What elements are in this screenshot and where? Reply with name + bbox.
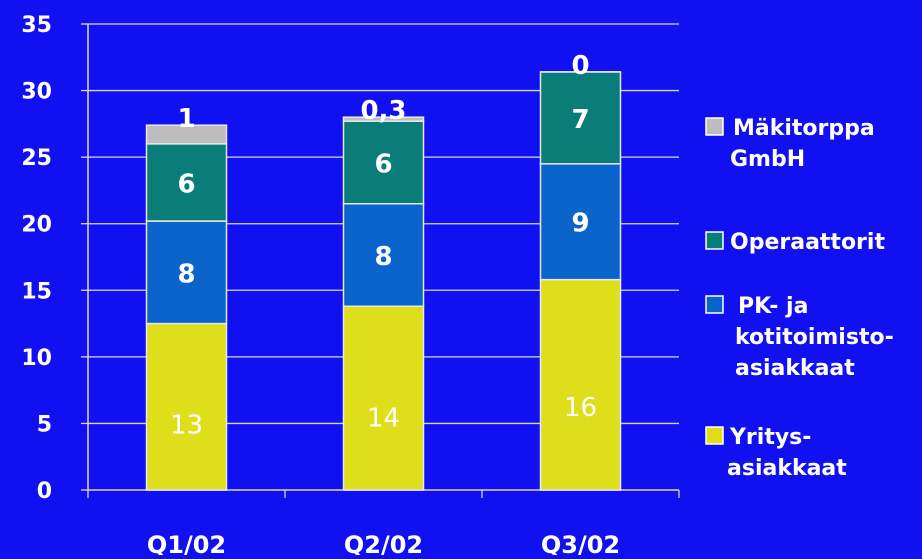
y-tick-label: 0 [37, 479, 52, 504]
bar-segment [539, 163, 622, 281]
data-label: 14 [367, 404, 400, 434]
data-label: 16 [564, 393, 597, 423]
legend-label: Yritys-asiakkaat [727, 425, 847, 481]
x-category-label: Q1/02 [147, 531, 226, 555]
bar-segment [539, 278, 622, 491]
bar-segment [342, 120, 425, 205]
y-tick-label: 15 [21, 279, 52, 304]
legend-swatch [705, 426, 724, 445]
y-tick-label: 30 [21, 80, 52, 105]
bar-segment [145, 143, 228, 222]
bars [145, 71, 622, 491]
legend-swatch [705, 295, 724, 314]
data-label: 13 [170, 410, 203, 440]
data-label: 1 [177, 104, 195, 134]
bar-segment [539, 71, 622, 165]
data-label: 8 [177, 259, 195, 289]
bar-segment [145, 322, 228, 491]
data-label: 7 [571, 105, 589, 135]
data-label: 0 [571, 51, 589, 81]
bar-segment [145, 124, 228, 145]
legend-label: Mäkitorppa GmbH [730, 116, 875, 172]
x-category-label: Q3/02 [541, 531, 620, 555]
data-label: 0,3 [360, 96, 406, 126]
bar-segment [342, 202, 425, 308]
bar-segment [145, 220, 228, 325]
y-tick-label: 10 [21, 346, 52, 371]
legend-label: PK- ja kotitoimisto-asiakkaat [735, 294, 894, 381]
y-tick-label: 20 [21, 213, 52, 238]
y-tick-label: 35 [21, 13, 52, 38]
data-label: 9 [571, 209, 589, 239]
y-tick-label: 5 [37, 412, 52, 437]
legend-swatch [705, 117, 724, 136]
x-category-label: Q2/02 [344, 531, 423, 555]
legend-label: Operaattorit [730, 230, 885, 255]
legend: Mäkitorppa GmbH Operaattorit PK- ja kotitoim… [705, 116, 894, 481]
data-label: 6 [374, 149, 392, 179]
data-label: 6 [177, 169, 195, 199]
data-label: 8 [374, 242, 392, 272]
bar-segment [342, 305, 425, 491]
y-tick-label: 25 [21, 146, 52, 171]
legend-swatch [705, 231, 724, 250]
bar-segment [342, 116, 425, 122]
data-labels: 13 8 6 1 14 8 6 0,3 16 9 7 0 [170, 51, 597, 440]
